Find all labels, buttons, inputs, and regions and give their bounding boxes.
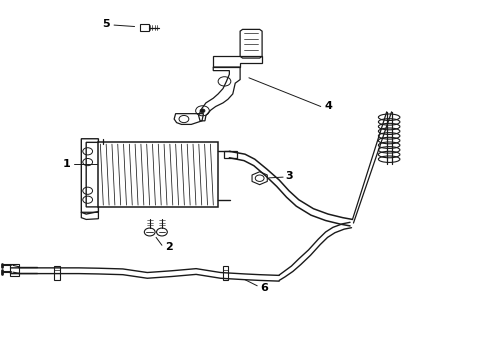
Bar bbox=[54, 266, 60, 280]
Bar bbox=[222, 266, 228, 280]
Text: 3: 3 bbox=[285, 171, 293, 181]
Text: 6: 6 bbox=[261, 283, 269, 293]
Text: 1: 1 bbox=[63, 159, 71, 169]
Circle shape bbox=[200, 109, 205, 113]
Text: 5: 5 bbox=[102, 19, 110, 29]
Bar bbox=[10, 264, 19, 276]
Bar bbox=[224, 150, 237, 158]
Bar bbox=[140, 24, 149, 31]
Text: 2: 2 bbox=[166, 242, 173, 252]
Text: 4: 4 bbox=[324, 102, 332, 112]
Bar bbox=[98, 142, 218, 207]
